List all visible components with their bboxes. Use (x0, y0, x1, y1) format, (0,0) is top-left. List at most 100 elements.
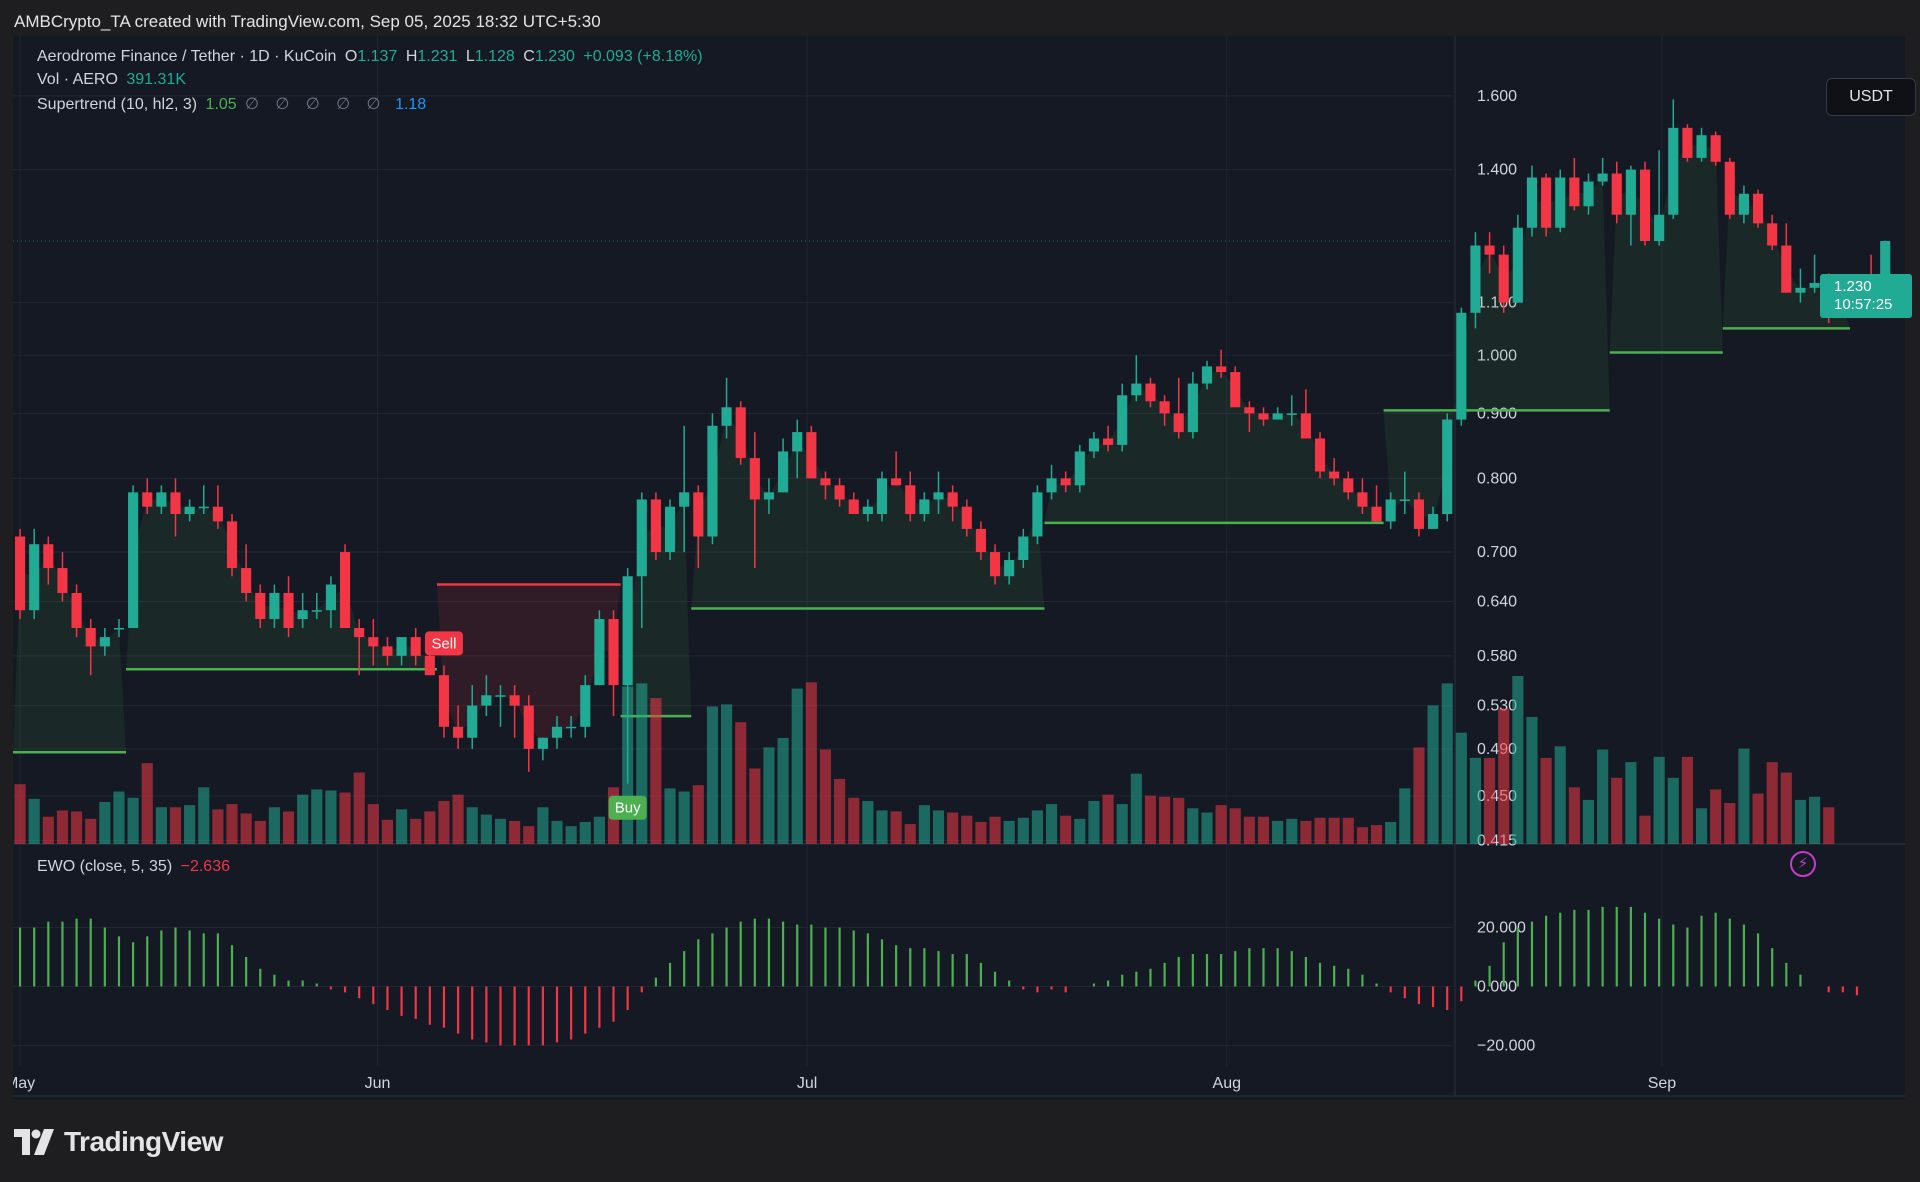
candle-body (1710, 135, 1721, 162)
candle-body (15, 536, 26, 611)
volume-bar (777, 737, 789, 844)
volume-value: 391.31K (126, 71, 186, 88)
candle-body (1428, 513, 1439, 529)
volume-bar (1215, 805, 1227, 844)
volume-bar (1342, 817, 1354, 844)
high-label: H (405, 48, 418, 65)
candle-body (1117, 395, 1128, 445)
candle-body (679, 492, 690, 507)
low-value: 1.128 (474, 48, 515, 65)
candle-body (71, 592, 82, 629)
candle-body (1512, 227, 1523, 303)
volume-bar (1031, 810, 1043, 844)
candle-body (947, 492, 958, 507)
price-chart[interactable]: MayJunJulAugSep1.6001.4001.1001.0000.900… (13, 36, 1905, 1100)
candle-body (1286, 413, 1297, 415)
candle-body (1201, 366, 1213, 384)
volume-bar (1540, 757, 1552, 844)
price-tick-label: 0.640 (1477, 594, 1517, 611)
candle-body (99, 637, 110, 647)
ewo-tick-label: −20.000 (1477, 1037, 1535, 1054)
volume-bar (339, 792, 351, 844)
volume-bar (1766, 762, 1778, 844)
volume-bar (1653, 756, 1665, 844)
volume-bar (184, 805, 196, 844)
currency-button[interactable]: USDT (1826, 78, 1916, 116)
volume-bar (1639, 815, 1651, 844)
volume-bar (904, 824, 916, 844)
candle-body (778, 451, 789, 493)
candle-body (57, 568, 68, 593)
candle-body (1526, 177, 1538, 228)
buy-signal-box (608, 795, 647, 820)
candle-body (283, 592, 294, 629)
month-label: Sep (1648, 1075, 1677, 1092)
volume-bar (1413, 747, 1425, 844)
candle-body (43, 544, 54, 569)
volume-bar (834, 778, 846, 844)
month-label: Aug (1213, 1075, 1241, 1092)
candle-body (806, 432, 817, 479)
tradingview-logo[interactable]: TradingView (14, 1126, 223, 1158)
candle-body (1795, 287, 1806, 293)
price-tick-label: 0.530 (1477, 698, 1517, 715)
volume-bar (1611, 777, 1623, 844)
volume-bar (1088, 800, 1100, 844)
candle-body (1781, 245, 1792, 293)
volume-bar (1809, 796, 1821, 844)
volume-bar (1060, 815, 1072, 844)
volume-bar (537, 807, 549, 844)
volume-bar (396, 809, 408, 844)
volume-bar (282, 811, 295, 844)
candle-body (1371, 506, 1382, 522)
volume-bar (593, 816, 605, 844)
volume-bar (1144, 795, 1157, 844)
candle-body (1244, 407, 1255, 414)
candle-body (537, 737, 548, 749)
candle-body (650, 499, 661, 553)
volume-bar (650, 698, 662, 844)
candle-body (29, 544, 40, 611)
symbol-legend: Aerodrome Finance / Tether · 1D · KuCoin… (37, 48, 707, 66)
candle-body (113, 628, 125, 630)
lightning-icon[interactable]: ⚡ (1790, 851, 1816, 877)
candle-body (1696, 135, 1707, 158)
price-tick-label: 0.490 (1477, 741, 1517, 758)
candle-body (1258, 413, 1269, 420)
supertrend-fill (1609, 142, 1723, 353)
chart-panel[interactable]: MayJunJulAugSep1.6001.4001.1001.0000.900… (13, 36, 1916, 1100)
volume-bar (1356, 827, 1368, 844)
volume-bar (1780, 772, 1792, 844)
candle-body (1131, 383, 1142, 396)
volume-bar (706, 706, 718, 844)
volume-bar (763, 747, 775, 844)
volume-bar (1427, 705, 1439, 844)
candle-body (1173, 413, 1184, 433)
volume-bar (240, 813, 252, 844)
candle-body (1668, 127, 1679, 215)
candle-body (1145, 383, 1156, 402)
volume-bar (198, 787, 210, 844)
volume-bar (805, 682, 817, 844)
volume-bar (509, 820, 521, 844)
volume-bar (1625, 762, 1637, 844)
volume-bar (480, 814, 492, 844)
candle-body (1187, 383, 1198, 433)
supertrend-fill (13, 556, 127, 753)
low-label: L (465, 48, 475, 65)
volume-bar (1484, 757, 1496, 844)
volume-bar (918, 805, 930, 844)
candle-body (876, 478, 888, 514)
volume-bar (692, 785, 704, 844)
volume-bar (1399, 788, 1411, 844)
volume-bar (721, 704, 733, 844)
candle-body (933, 492, 944, 500)
volume-bar (1385, 821, 1397, 844)
volume-bar (141, 763, 153, 844)
volume-bar (56, 810, 69, 844)
volume-bar (1286, 818, 1298, 844)
candle-body (1357, 492, 1368, 507)
volume-bar (1498, 708, 1510, 844)
volume-bar (1681, 756, 1693, 844)
supertrend-legend: Supertrend (10, hl2, 3) 1.05 ∅ ∅ ∅ ∅ ∅ 1… (37, 94, 430, 114)
